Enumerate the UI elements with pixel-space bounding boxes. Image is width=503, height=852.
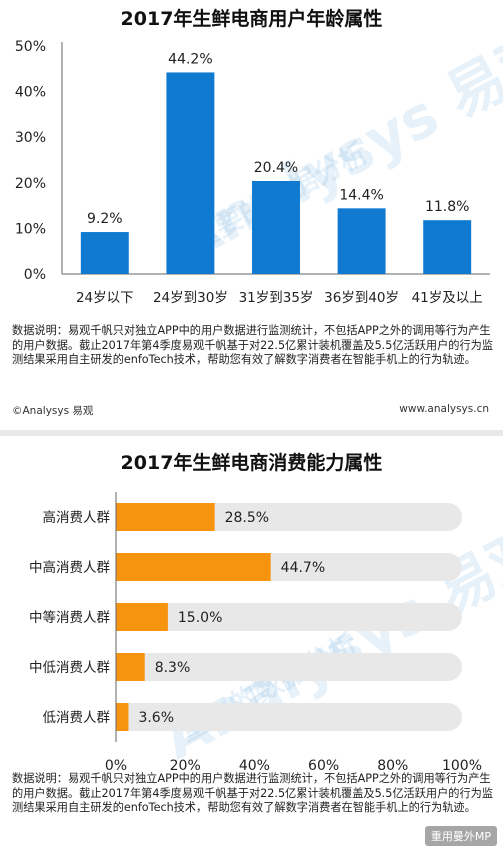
age-bar-value-label: 44.2%	[168, 51, 212, 67]
spending-bar	[116, 503, 215, 531]
x-tick-label: 80%	[377, 758, 408, 770]
age-bar-value-label: 20.4%	[254, 160, 298, 176]
y-tick-label: 10%	[15, 221, 46, 237]
spending-bar-track	[116, 703, 462, 731]
spending-bar	[116, 653, 145, 681]
age-bar-value-label: 14.4%	[339, 187, 383, 203]
x-tick-label: 40%	[239, 758, 270, 770]
y-category-label: 中低消费人群	[29, 660, 110, 676]
x-category-label: 24岁以下	[76, 290, 134, 306]
bottom-data-note: 数据说明：易观千帆只对独立APP中的用户数据进行监测统计，不包括APP之外的调用…	[12, 772, 494, 814]
spending-bar	[116, 703, 129, 731]
spending-chart-title: 2017年生鲜电商消费能力属性	[120, 452, 383, 474]
footer-url: www.analysys.cn	[399, 403, 489, 415]
y-category-label: 中高消费人群	[29, 559, 110, 576]
spending-bar-value-label: 15.0%	[178, 610, 222, 626]
spending-bar-value-label: 44.7%	[281, 560, 325, 576]
y-tick-label: 50%	[15, 39, 46, 55]
y-tick-label: 0%	[24, 267, 46, 283]
spending-bar-track	[116, 603, 462, 631]
age-chart-title: 2017年生鲜电商用户年龄属性	[120, 8, 383, 30]
age-bar	[423, 220, 472, 274]
x-tick-label: 100%	[442, 758, 482, 770]
age-bar	[252, 180, 300, 274]
age-bar-chart: 0% 10% 20% 30% 40% 50% 9.2% 24岁以下 44.2% 24岁到30岁 20…	[15, 39, 490, 306]
wechat-badge: 重用曼外MP	[424, 826, 497, 846]
y-category-label: 低消费人群	[43, 710, 111, 726]
x-tick-label: 60%	[308, 758, 339, 770]
y-tick-label: 30%	[15, 130, 46, 146]
spending-chart-panel: 2017年生鲜电商消费能力属性 Analysys 易观 重要的数据分析 28.5…	[0, 430, 503, 852]
age-bar-value-label: 11.8%	[425, 199, 469, 215]
x-category-label: 24岁到30岁	[153, 290, 228, 306]
age-chart-panel: 2017年生鲜电商用户年龄属性 Analysys 易观 重要的数据分析 0%10…	[12, 8, 503, 417]
spending-bar-value-label: 8.3%	[155, 660, 191, 676]
x-category-label: 31岁到35岁	[239, 290, 314, 306]
x-tick-label: 0%	[105, 758, 127, 770]
x-category-label: 36岁到40岁	[324, 290, 399, 306]
spending-bar	[116, 553, 271, 581]
y-category-label: 中等消费人群	[29, 609, 110, 626]
y-tick-label: 20%	[15, 176, 46, 192]
spending-bar-value-label: 3.6%	[138, 710, 174, 726]
x-category-label: 41岁及以上	[412, 290, 483, 306]
x-tick-label: 20%	[170, 758, 201, 770]
spending-bar-chart: 28.5% 高消费人群 44.7% 中高消费人群 15.0% 中等消费人群 8.3% 中低消费…	[29, 492, 482, 770]
y-category-label: 高消费人群	[43, 509, 111, 526]
spending-bar	[116, 603, 168, 631]
age-bar	[80, 232, 129, 274]
age-bar-value-label: 9.2%	[87, 211, 123, 227]
age-bar	[337, 208, 386, 274]
y-tick-label: 40%	[15, 85, 46, 101]
spending-bar-value-label: 28.5%	[225, 510, 269, 526]
top-data-note: 数据说明：易观千帆只对独立APP中的用户数据进行监测统计，不包括APP之外的调用…	[12, 324, 494, 366]
footer-copyright: ©Analysys 易观	[12, 405, 94, 417]
age-bar	[166, 72, 215, 274]
spending-bar-track	[116, 653, 462, 681]
